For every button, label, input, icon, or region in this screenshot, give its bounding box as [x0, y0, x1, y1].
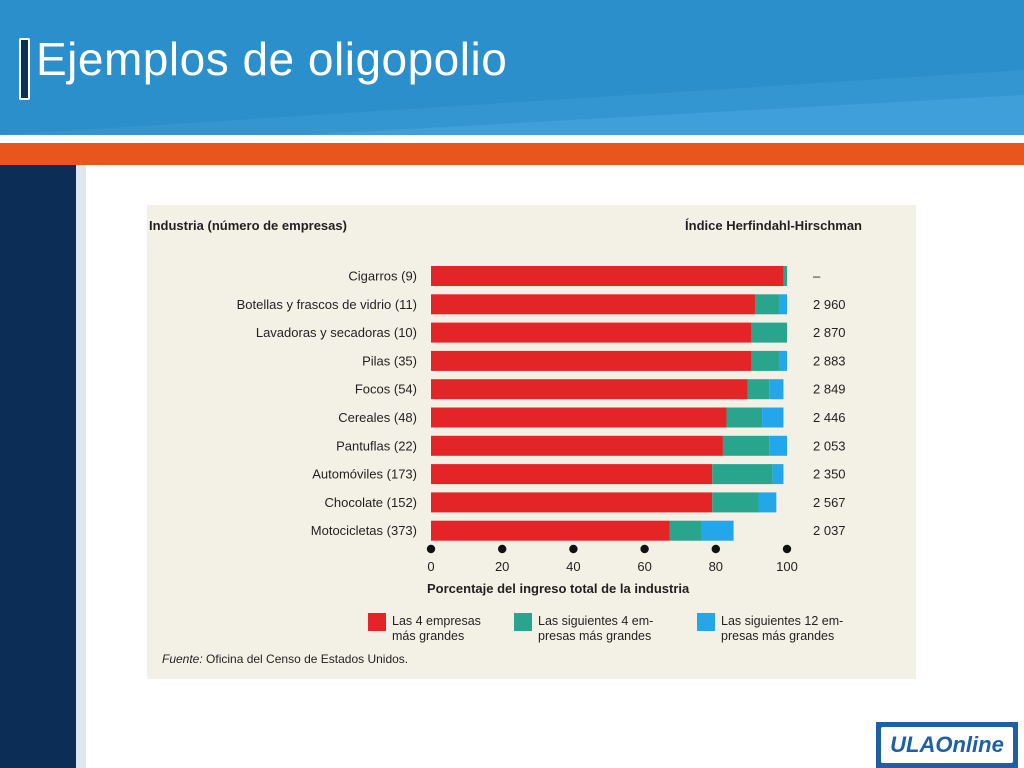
- legend-label: Las siguientes 12 em-: [721, 614, 843, 628]
- bar-segment: [431, 407, 727, 428]
- slide-title: Ejemplos de oligopolio: [36, 33, 508, 85]
- bar-segment: [762, 407, 784, 428]
- bar-segment: [726, 407, 763, 428]
- legend-label: Las siguientes 4 em-: [538, 614, 653, 628]
- x-tick-dot: [569, 544, 578, 554]
- category-label: Motocicletas (373): [311, 523, 417, 538]
- legend-swatch: [514, 613, 532, 631]
- hhi-value: 2 037: [813, 523, 846, 538]
- hhi-value: 2 350: [813, 467, 846, 482]
- hhi-value: 2 053: [813, 438, 846, 453]
- bar-segment: [431, 266, 784, 286]
- category-label: Botellas y frascos de vidrio (11): [237, 297, 417, 312]
- bar-segment: [751, 350, 780, 371]
- bar-segment: [431, 350, 752, 371]
- legend-swatch: [368, 613, 386, 631]
- source-label: Fuente:: [162, 652, 206, 666]
- bar-segment: [747, 379, 770, 400]
- bar-segment: [431, 322, 752, 343]
- x-tick-label: 80: [709, 559, 723, 574]
- bar-segment: [431, 520, 670, 541]
- category-label: Automóviles (173): [312, 467, 417, 482]
- left-panel: [0, 165, 76, 768]
- category-label: Cigarros (9): [348, 269, 417, 284]
- bar-segment: [701, 520, 734, 541]
- chart-header-left: Industria (número de empresas): [149, 218, 347, 233]
- category-label: Chocolate (152): [325, 495, 418, 510]
- oligopoly-chart: Industria (número de empresas) Índice Her…: [149, 218, 862, 666]
- legend-label: presas más grandes: [538, 629, 651, 643]
- bar-segment: [712, 492, 759, 513]
- category-label: Cereales (48): [338, 410, 417, 425]
- bar-segment: [779, 350, 787, 371]
- x-axis-label: Porcentaje del ingreso total de la indus…: [427, 581, 690, 596]
- bar-segment: [779, 294, 787, 315]
- bar-segment: [751, 322, 787, 343]
- accent-bar: [0, 143, 1024, 165]
- hhi-value: –: [813, 269, 821, 284]
- hhi-value: 2 960: [813, 297, 846, 312]
- source-text: Oficina del Censo de Estados Unidos.: [206, 652, 408, 666]
- bar-segment: [722, 435, 770, 456]
- category-label: Pilas (35): [362, 353, 417, 368]
- category-label: Pantuflas (22): [336, 438, 417, 453]
- bar-segment: [431, 464, 713, 485]
- x-tick-label: 20: [495, 559, 509, 574]
- chart-figure: Industria (número de empresas) Índice Her…: [147, 205, 916, 679]
- x-tick-dot: [711, 544, 720, 554]
- legend-label: presas más grandes: [721, 629, 834, 643]
- ula-online-logo: ULAOnline: [876, 722, 1018, 768]
- title-accent-mark: [19, 38, 30, 100]
- hhi-value: 2 567: [813, 495, 846, 510]
- x-tick-dot: [498, 544, 507, 554]
- hhi-value: 2 849: [813, 382, 846, 397]
- x-tick-dot: [782, 544, 792, 554]
- hhi-value: 2 883: [813, 353, 846, 368]
- bar-segment: [431, 435, 723, 456]
- bar-segment: [431, 492, 713, 513]
- hhi-value: 2 870: [813, 325, 846, 340]
- bar-segment: [431, 294, 755, 315]
- x-tick-label: 40: [566, 559, 580, 574]
- header-sheen: [0, 70, 1024, 135]
- source-note: Fuente: Oficina del Censo de Estados Uni…: [162, 652, 408, 666]
- bar-segment: [754, 294, 780, 315]
- x-tick-label: 60: [637, 559, 651, 574]
- bar-segment: [712, 464, 773, 485]
- slide-header: Ejemplos de oligopolio: [0, 0, 1024, 135]
- x-tick-label: 100: [776, 559, 798, 574]
- legend-label: más grandes: [392, 629, 464, 643]
- bar-segment: [769, 379, 784, 400]
- bar-segment: [772, 464, 784, 485]
- chart-header-right: Índice Herfindahl-Hirschman: [685, 218, 862, 233]
- x-tick-label: 0: [427, 559, 434, 574]
- x-tick-dot: [426, 544, 436, 554]
- x-tick-dot: [640, 544, 649, 554]
- legend-swatch: [697, 613, 715, 631]
- category-label: Lavadoras y secadoras (10): [256, 325, 417, 340]
- bar-segment: [669, 520, 702, 541]
- legend-label: Las 4 empresas: [392, 614, 481, 628]
- bar-segment: [783, 266, 787, 286]
- category-label: Focos (54): [355, 382, 417, 397]
- hhi-value: 2 446: [813, 410, 846, 425]
- bar-segment: [758, 492, 777, 513]
- left-panel-edge: [76, 165, 86, 768]
- bar-segment: [431, 379, 748, 400]
- bar-segment: [769, 435, 787, 456]
- logo-text: ULAOnline: [881, 727, 1013, 763]
